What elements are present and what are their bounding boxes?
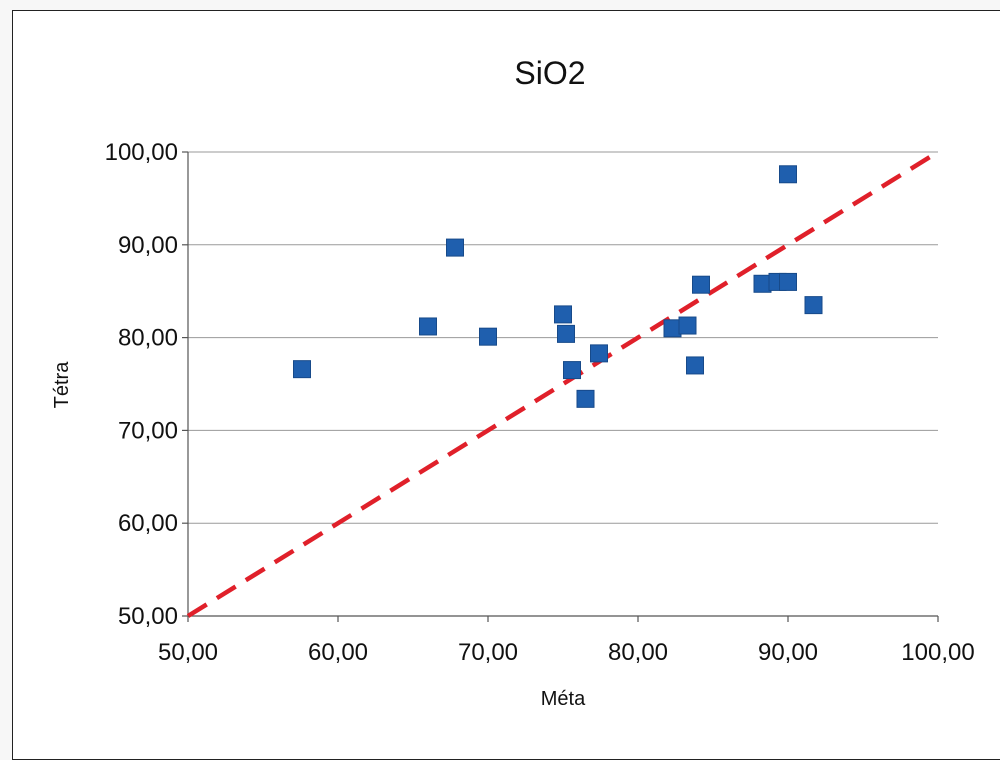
data-point — [663, 319, 682, 338]
data-point — [419, 317, 437, 336]
x-tick-label: 80,00 — [608, 639, 668, 666]
reference-line — [186, 150, 940, 618]
y-axis-label: Tétra — [51, 361, 73, 409]
data-point — [686, 356, 704, 375]
data-point — [804, 296, 823, 315]
data-point — [590, 344, 608, 363]
x-tick-label: 50,00 — [158, 639, 218, 666]
data-point — [554, 305, 572, 324]
x-axis-label: Méta — [541, 688, 586, 710]
data-points — [293, 165, 823, 408]
reference-line-group — [186, 150, 940, 618]
axes — [182, 151, 938, 617]
data-point — [779, 272, 797, 291]
data-point — [293, 360, 311, 379]
y-tick-label: 90,00 — [118, 232, 178, 259]
chart-title: SiO2 — [514, 55, 586, 91]
data-point — [753, 274, 772, 293]
gridlines — [188, 151, 938, 617]
y-tick-label: 50,00 — [118, 603, 178, 630]
data-point — [563, 361, 581, 380]
data-point — [446, 238, 464, 257]
x-tick-label: 70,00 — [458, 639, 518, 666]
chart-frame — [12, 10, 1000, 760]
y-tick-label: 80,00 — [118, 325, 178, 352]
x-tick-label: 90,00 — [758, 639, 818, 666]
x-tick-label: 60,00 — [308, 639, 368, 666]
data-point — [576, 389, 595, 408]
y-tick-labels: 50,00 60,00 70,00 80,00 90,00 100,00 — [105, 139, 178, 630]
data-point — [557, 324, 575, 343]
data-point — [678, 316, 697, 335]
y-tick-label: 60,00 — [118, 510, 178, 537]
x-tick-labels: 50,00 60,00 70,00 80,00 90,00 100,00 — [158, 616, 975, 666]
y-tick-label: 70,00 — [118, 417, 178, 444]
y-tick-label: 100,00 — [105, 139, 178, 166]
data-point — [479, 327, 497, 346]
data-point — [692, 275, 710, 294]
x-tick-label: 100,00 — [901, 639, 974, 666]
data-point — [779, 165, 797, 184]
